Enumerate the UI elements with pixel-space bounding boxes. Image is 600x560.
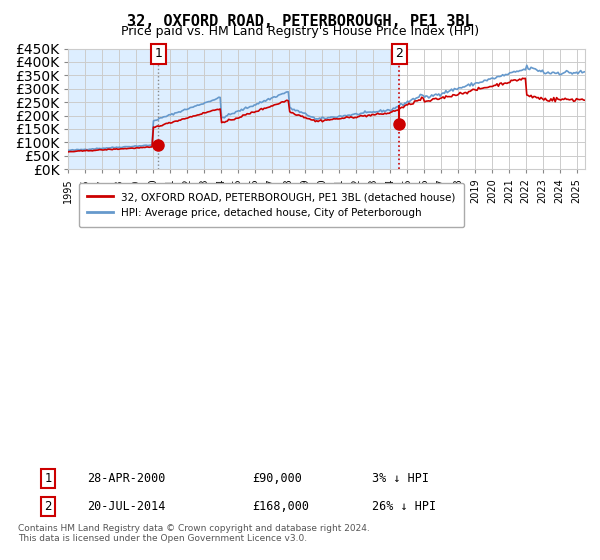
Text: 20-JUL-2014: 20-JUL-2014	[87, 500, 166, 514]
Text: 26% ↓ HPI: 26% ↓ HPI	[372, 500, 436, 514]
Text: £90,000: £90,000	[252, 472, 302, 486]
Text: 3% ↓ HPI: 3% ↓ HPI	[372, 472, 429, 486]
Text: Price paid vs. HM Land Registry's House Price Index (HPI): Price paid vs. HM Land Registry's House …	[121, 25, 479, 38]
Text: 2: 2	[395, 48, 403, 60]
Text: 2: 2	[44, 500, 52, 514]
Bar	[68, 49, 400, 169]
Text: £168,000: £168,000	[252, 500, 309, 514]
Legend: 32, OXFORD ROAD, PETERBOROUGH, PE1 3BL (detached house), HPI: Average price, det: 32, OXFORD ROAD, PETERBOROUGH, PE1 3BL (…	[79, 183, 464, 227]
Text: 1: 1	[154, 48, 163, 60]
Text: 32, OXFORD ROAD, PETERBOROUGH, PE1 3BL: 32, OXFORD ROAD, PETERBOROUGH, PE1 3BL	[127, 14, 473, 29]
Text: Contains HM Land Registry data © Crown copyright and database right 2024.
This d: Contains HM Land Registry data © Crown c…	[18, 524, 370, 543]
Text: 28-APR-2000: 28-APR-2000	[87, 472, 166, 486]
Text: 1: 1	[44, 472, 52, 486]
